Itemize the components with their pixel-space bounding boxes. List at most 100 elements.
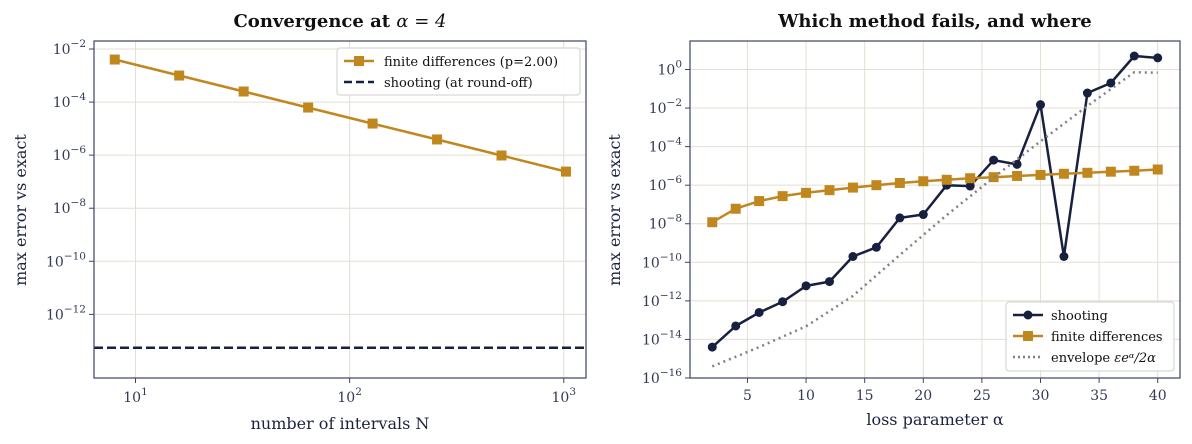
y-tick-label: 10−10 [46, 250, 86, 270]
data-point-finite-differences [1082, 167, 1093, 178]
convergence-chart: Convergence at α = 4 101 102 10310−210−410… [11, 11, 587, 433]
x-tick-label: 103 [552, 386, 577, 406]
data-point-finite-differences [1129, 165, 1140, 176]
legend-label-shooting-right: shooting [1051, 309, 1108, 324]
data-point-shooting [1082, 88, 1092, 98]
data-point-finite-differences-p [496, 150, 507, 161]
data-point-finite-differences [754, 196, 765, 207]
x-axis-label-left: number of intervals N [251, 414, 430, 433]
y-tick-label: 10−2 [53, 38, 86, 58]
data-point-shooting [824, 277, 834, 287]
legend-marker-shooting-right [1023, 310, 1033, 320]
data-point-shooting [707, 342, 717, 352]
x-tick-label: 5 [743, 388, 752, 404]
data-point-finite-differences-p [238, 86, 249, 97]
data-point-finite-differences-p [367, 118, 378, 129]
data-point-shooting [1129, 51, 1139, 61]
data-point-finite-differences-p [303, 102, 314, 113]
y-tick-label: 10−14 [642, 328, 682, 348]
legend-marker-finite-differences-right [1023, 331, 1033, 341]
failure-chart: Which method fails, and where 5 10 15 20 25 3… [605, 11, 1181, 429]
y-tick-label: 10−4 [53, 91, 87, 111]
data-point-finite-differences [1105, 166, 1116, 177]
data-point-finite-differences [1012, 170, 1023, 181]
data-point-finite-differences [847, 182, 858, 193]
y-tick-label: 10−10 [642, 251, 682, 271]
data-point-shooting [1059, 252, 1069, 262]
data-point-shooting [754, 307, 764, 317]
data-point-finite-differences [894, 177, 905, 188]
data-point-finite-differences-p [560, 166, 571, 177]
data-point-shooting [848, 252, 858, 262]
plot-area-left [94, 54, 586, 350]
legend-marker-finite-differences-left [354, 56, 364, 66]
y-tick-label: 10−2 [649, 97, 682, 117]
legend-label-envelope-right: envelope εeᵅ/2α [1051, 351, 1156, 366]
y-tick-label: 10−12 [642, 290, 682, 310]
chart-title-right: Which method fails, and where [777, 11, 1092, 32]
ticks-left: 101 102 103 10−2 10−4 10−6 10−8 10−10 10−12 [46, 38, 576, 406]
legend-left: finite differences (p=2.00) shooting (at… [336, 47, 581, 96]
y-axis-label-right: max error vs exact [605, 134, 624, 286]
grid-left [94, 41, 586, 378]
data-point-finite-differences-p [174, 70, 185, 81]
data-point-shooting [778, 297, 788, 307]
y-tick-label: 10−16 [642, 367, 682, 387]
data-point-finite-differences [707, 217, 718, 228]
y-tick-label: 10−6 [649, 174, 683, 194]
data-point-finite-differences [777, 191, 788, 202]
data-point-shooting [801, 281, 811, 291]
data-point-finite-differences [965, 173, 976, 184]
plot-area-right [707, 51, 1163, 368]
data-point-finite-differences [801, 187, 812, 198]
x-tick-label: 102 [337, 386, 362, 406]
y-tick-label: 10−8 [53, 197, 86, 217]
data-point-finite-differences [1058, 168, 1069, 179]
data-point-finite-differences [988, 172, 999, 183]
data-point-finite-differences [871, 180, 882, 191]
data-point-shooting [965, 181, 975, 191]
x-axis-label-right: loss parameter α [866, 410, 1004, 429]
data-point-shooting [989, 155, 999, 165]
x-tick-label: 25 [973, 388, 991, 404]
y-tick-label: 10−6 [53, 144, 87, 164]
data-point-shooting [1153, 53, 1163, 63]
legend-label-finite-differences-left: finite differences (p=2.00) [384, 55, 558, 70]
y-axis-label-left: max error vs exact [11, 134, 30, 286]
legend-right: shooting finite differences envelope εeᵅ… [1005, 301, 1175, 372]
data-point-finite-differences-p [432, 134, 443, 145]
data-point-shooting [731, 321, 741, 331]
legend-label-finite-differences-right: finite differences [1051, 330, 1163, 345]
data-point-shooting [1106, 78, 1116, 88]
axes-frame-right [689, 40, 1181, 379]
y-tick-label: 10−8 [649, 213, 682, 233]
series-line-shooting [711, 54, 1158, 349]
series-line-finite-differences-p [114, 58, 567, 173]
data-point-shooting [871, 242, 881, 252]
y-tick-label: 10−4 [649, 136, 683, 156]
data-point-finite-differences [1035, 169, 1046, 180]
data-point-finite-differences [730, 203, 741, 214]
data-point-finite-differences [1152, 164, 1163, 175]
axes-frame-left [93, 40, 587, 379]
data-point-shooting [1036, 100, 1046, 110]
y-tick-label: 100 [657, 58, 682, 78]
legend-label-shooting-left: shooting (at round-off) [384, 76, 533, 91]
data-point-finite-differences-p [109, 54, 120, 65]
x-tick-label: 40 [1149, 388, 1167, 404]
x-tick-label: 30 [1032, 388, 1050, 404]
chart-title-left: Convergence at α = 4 [233, 11, 446, 32]
data-point-finite-differences [918, 176, 929, 187]
x-tick-label: 20 [914, 388, 932, 404]
data-point-finite-differences [824, 185, 835, 196]
x-tick-label: 15 [856, 388, 874, 404]
y-tick-label: 10−12 [46, 303, 86, 323]
data-point-shooting [895, 213, 905, 223]
data-point-shooting [918, 210, 928, 220]
x-tick-label: 101 [123, 386, 148, 406]
series-line-envelope-e [711, 70, 1158, 368]
x-tick-label: 10 [797, 388, 815, 404]
ticks-right: 5 10 15 20 25 30 35 40 100 10−2 10−4 10−6 10−8 10−10 1… [642, 58, 1167, 404]
data-point-finite-differences [941, 174, 952, 185]
